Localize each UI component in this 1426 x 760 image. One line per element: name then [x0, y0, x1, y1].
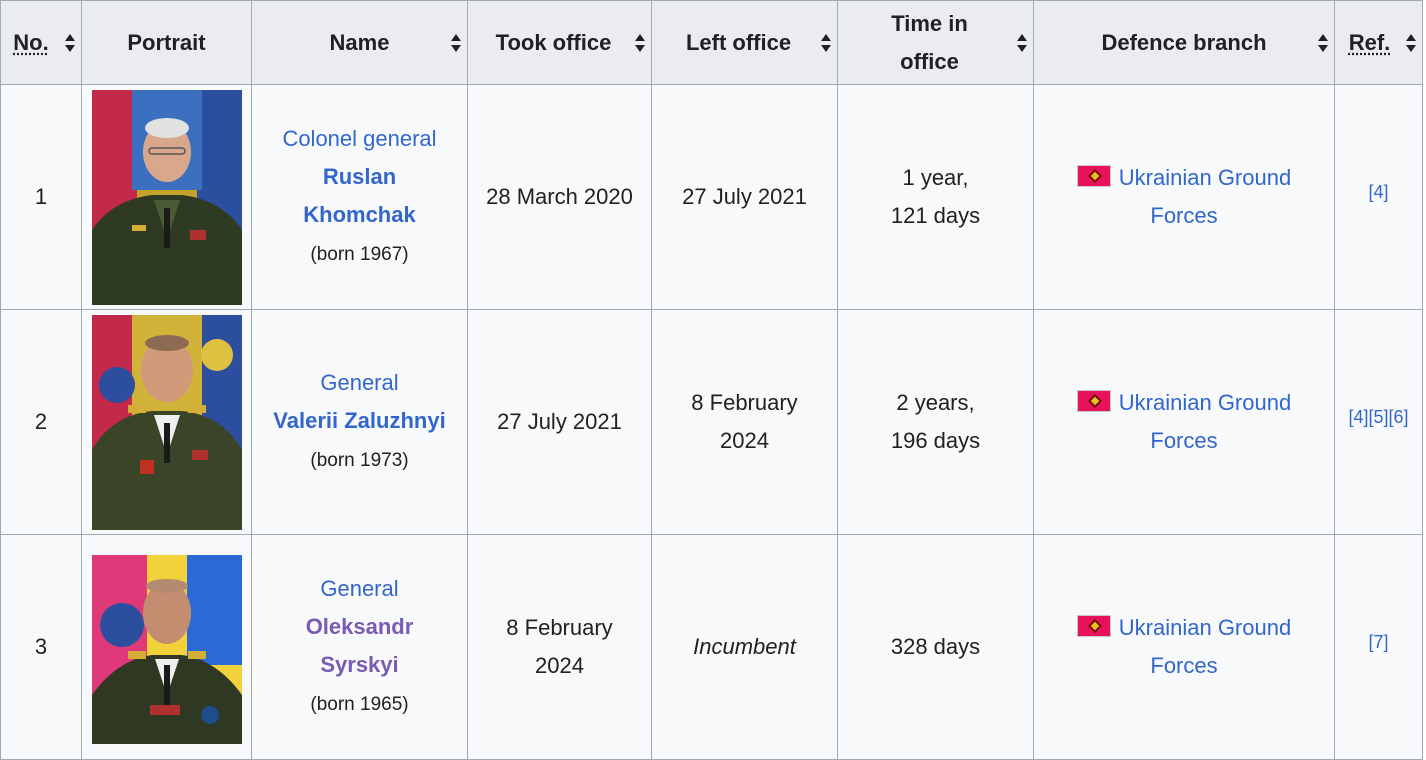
sort-icon[interactable]: [821, 33, 831, 52]
time-line2: 121 days: [890, 203, 981, 228]
name-line2: Khomchak: [303, 202, 416, 227]
name-line2: Syrskyi: [320, 652, 399, 677]
header-took-office[interactable]: Took office: [467, 0, 652, 85]
ukrainian-ground-forces-flag-icon: [1076, 390, 1111, 413]
sort-icon[interactable]: [1017, 33, 1027, 52]
ukrainian-ground-forces-flag-icon: [1076, 165, 1111, 188]
cell-took-office: 27 July 2021: [467, 309, 652, 535]
cell-portrait: [81, 534, 252, 760]
cell-defence-branch: Ukrainian Ground Forces: [1033, 309, 1335, 535]
cell-no: 1: [0, 84, 82, 310]
branch-link-line2[interactable]: Forces: [1150, 653, 1218, 678]
cell-portrait: [81, 309, 252, 535]
cell-left-office: 8 February 2024: [651, 309, 838, 535]
cell-portrait: [81, 84, 252, 310]
table-row: 1: [0, 84, 1423, 310]
person-name-link[interactable]: Ruslan Khomchak: [303, 164, 415, 227]
cell-took-office: 28 March 2020: [467, 84, 652, 310]
cell-name: General Oleksandr Syrskyi (born 1965): [251, 534, 468, 760]
took-office-line1: 8 February: [506, 615, 613, 640]
header-portrait-label: Portrait: [127, 29, 206, 55]
header-portrait: Portrait: [81, 0, 252, 85]
header-no[interactable]: No.: [0, 0, 82, 85]
table-row: 3: [0, 534, 1423, 760]
cell-time-in-office: 328 days: [837, 534, 1034, 760]
cell-ref: [4][5][6]: [1334, 309, 1423, 535]
branch-link-line2[interactable]: Forces: [1150, 428, 1218, 453]
cell-no: 3: [0, 534, 82, 760]
cell-no: 2: [0, 309, 82, 535]
cell-time-in-office: 1 year, 121 days: [837, 84, 1034, 310]
reference-link[interactable]: [4][5][6]: [1348, 406, 1409, 427]
header-name-label: Name: [329, 29, 390, 55]
cell-left-office: Incumbent: [651, 534, 838, 760]
portrait-syrskyi-image: [91, 555, 242, 744]
header-row: No. Portrait Name Took office Left offic…: [0, 0, 1423, 85]
sort-icon[interactable]: [1318, 33, 1328, 52]
branch-link[interactable]: Ukrainian Ground: [1118, 615, 1292, 640]
portrait-khomchak-image: [91, 89, 242, 305]
header-took-office-label: Took office: [495, 29, 612, 55]
header-defence-branch-label: Defence branch: [1101, 29, 1267, 55]
cell-defence-branch: Ukrainian Ground Forces: [1033, 84, 1335, 310]
portrait-image[interactable]: [91, 314, 242, 530]
table-row: 2: [0, 309, 1423, 535]
header-defence-branch[interactable]: Defence branch: [1033, 0, 1335, 85]
name-line1: Ruslan: [322, 164, 397, 189]
cell-left-office: 27 July 2021: [651, 84, 838, 310]
header-left-office[interactable]: Left office: [651, 0, 838, 85]
time-line2: 196 days: [890, 428, 981, 453]
left-office-line1: 8 February: [691, 390, 798, 415]
rank-link[interactable]: General: [320, 370, 399, 395]
cell-defence-branch: Ukrainian Ground Forces: [1033, 534, 1335, 760]
cell-took-office: 8 February 2024: [467, 534, 652, 760]
sort-icon[interactable]: [1406, 33, 1416, 52]
portrait-image[interactable]: [91, 555, 242, 744]
branch-link-line2[interactable]: Forces: [1150, 203, 1218, 228]
reference-link[interactable]: [4]: [1368, 181, 1389, 202]
header-time-line1: Time in: [891, 10, 968, 36]
header-left-office-label: Left office: [685, 29, 792, 55]
sort-icon[interactable]: [451, 33, 461, 52]
reference-link[interactable]: [7]: [1368, 631, 1389, 652]
cell-name: Colonel general Ruslan Khomchak (born 196…: [251, 84, 468, 310]
cell-time-in-office: 2 years, 196 days: [837, 309, 1034, 535]
header-time-in-office[interactable]: Time in office: [837, 0, 1034, 85]
sort-icon[interactable]: [65, 33, 75, 52]
cell-ref: [4]: [1334, 84, 1423, 310]
born-text: (born 1973): [310, 450, 409, 471]
portrait-zaluzhnyi-image: [91, 314, 242, 530]
sort-icon[interactable]: [635, 33, 645, 52]
ukrainian-ground-forces-flag-icon: [1076, 615, 1111, 638]
header-ref[interactable]: Ref.: [1334, 0, 1423, 85]
cell-name: General Valerii Zaluzhnyi (born 1973): [251, 309, 468, 535]
name-line1: Oleksandr: [305, 614, 414, 639]
header-time-in-office-label: Time in office: [883, 5, 988, 81]
person-name-link[interactable]: Valerii Zaluzhnyi: [273, 408, 446, 433]
born-text: (born 1965): [310, 694, 409, 715]
header-time-line2: office: [900, 48, 959, 74]
branch-link[interactable]: Ukrainian Ground: [1118, 165, 1292, 190]
left-office-line2: 2024: [720, 428, 769, 453]
portrait-image[interactable]: [91, 89, 242, 305]
time-line1: 2 years,: [896, 390, 975, 415]
took-office-line2: 2024: [535, 653, 584, 678]
header-ref-label: Ref.: [1348, 29, 1391, 55]
header-name[interactable]: Name: [251, 0, 468, 85]
rank-link[interactable]: General: [320, 576, 399, 601]
cell-ref: [7]: [1334, 534, 1423, 760]
born-text: (born 1967): [310, 244, 409, 265]
time-line1: 1 year,: [902, 165, 969, 190]
header-no-label: No.: [13, 29, 49, 55]
branch-link[interactable]: Ukrainian Ground: [1118, 390, 1292, 415]
rank-link[interactable]: Colonel general: [282, 126, 437, 151]
person-name-link[interactable]: Oleksandr Syrskyi: [306, 614, 414, 677]
